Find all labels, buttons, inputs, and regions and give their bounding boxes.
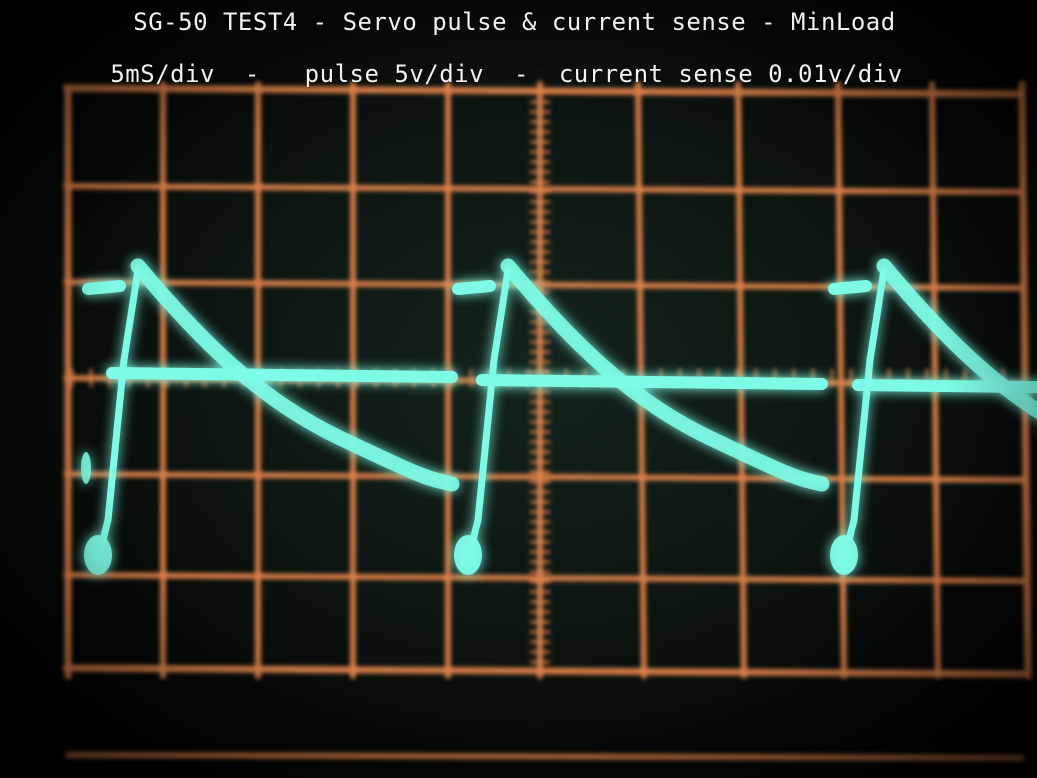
caption-settings: 5mS/div - pulse 5v/div - current sense 0… [110, 60, 903, 88]
caption-title: SG-50 TEST4 - Servo pulse & current sens… [133, 8, 896, 36]
